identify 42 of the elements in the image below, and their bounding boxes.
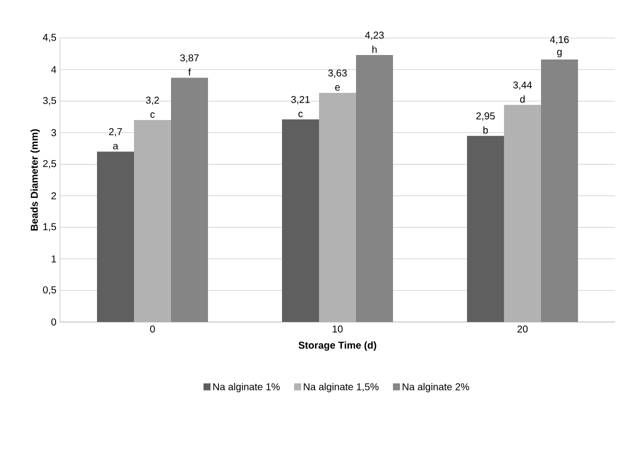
data-label: 3,21 [291,96,310,104]
annotation: h [372,46,377,53]
data-label: 3,44 [513,81,532,90]
annotation: b [483,126,488,134]
y-tick-label: 2,5 [43,160,56,168]
annotation: c [150,112,155,118]
legend-label: Na alginate 1% [213,382,280,392]
bar [541,59,578,322]
bar [467,136,504,322]
data-label: 3,63 [328,69,347,78]
legend-label: Na alginate 2% [402,382,470,392]
annotation: e [335,85,340,91]
annotation: c [298,112,303,118]
data-label: 2,7 [109,128,122,136]
y-tick-label: 3,5 [43,97,56,106]
bar [171,78,208,322]
y-axis-title: Beads Diameter (mm) [30,129,40,231]
data-label: 3,2 [146,96,159,105]
y-tick-label: 1 [52,255,56,262]
y-tick-label: 4 [51,66,56,73]
annotation: d [520,95,525,103]
y-tick-label: 0 [51,318,56,326]
bar [282,119,320,322]
x-tick-label: 20 [517,326,528,333]
legend-label: Na alginate 1,5% [304,382,379,392]
x-tick-label: 10 [332,326,343,333]
bar [356,55,394,322]
annotation: a [113,144,118,150]
bar [97,152,134,322]
y-tick-label: 2 [51,192,56,200]
y-tick-label: 3 [51,129,56,136]
annotation: g [557,50,562,58]
y-tick-label: 1,5 [43,223,56,232]
x-tick-label: 0 [150,326,155,333]
y-tick-label: 4,5 [42,34,56,42]
y-tick-label: 0,5 [43,286,56,295]
data-label: 4,16 [550,36,569,44]
data-label: 2,95 [476,112,495,121]
annotation: f [188,68,191,76]
data-label: 3,87 [180,54,199,63]
data-label: 4,23 [365,32,384,40]
x-axis-title: Storage Time (d) [298,341,376,351]
